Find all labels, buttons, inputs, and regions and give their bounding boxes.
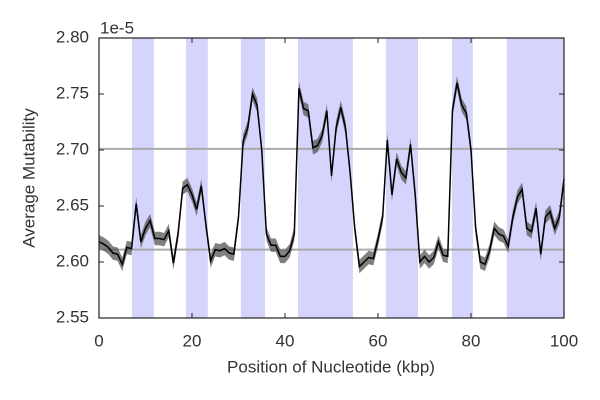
plot-area: [98, 38, 565, 318]
x-tick-label: 60: [369, 331, 388, 350]
x-tick-label: 80: [462, 331, 481, 350]
x-tick-label: 40: [276, 331, 295, 350]
shaded-region: [185, 38, 208, 318]
data-line: [98, 82, 565, 269]
y-tick-label: 2.60: [56, 251, 89, 270]
shaded-region: [298, 38, 353, 318]
shaded-region: [240, 38, 266, 318]
y-axis-label: Average Mutability: [19, 108, 38, 248]
shaded-region: [506, 38, 564, 318]
offset-text: 1e-5: [100, 18, 134, 37]
x-axis-label: Position of Nucleotide (kbp): [227, 357, 435, 376]
y-tick-label: 2.75: [56, 83, 89, 102]
y-tick-label: 2.80: [56, 27, 89, 46]
y-tick-label: 2.65: [56, 195, 89, 214]
y-tick-label: 2.70: [56, 139, 89, 158]
axes-frame: [98, 37, 565, 319]
shaded-region: [132, 38, 154, 318]
y-tick-label: 2.55: [56, 307, 89, 326]
shaded-region: [451, 38, 473, 318]
x-tick-label: 100: [550, 331, 578, 350]
x-tick-label: 20: [183, 331, 202, 350]
x-tick-label: 0: [94, 331, 103, 350]
